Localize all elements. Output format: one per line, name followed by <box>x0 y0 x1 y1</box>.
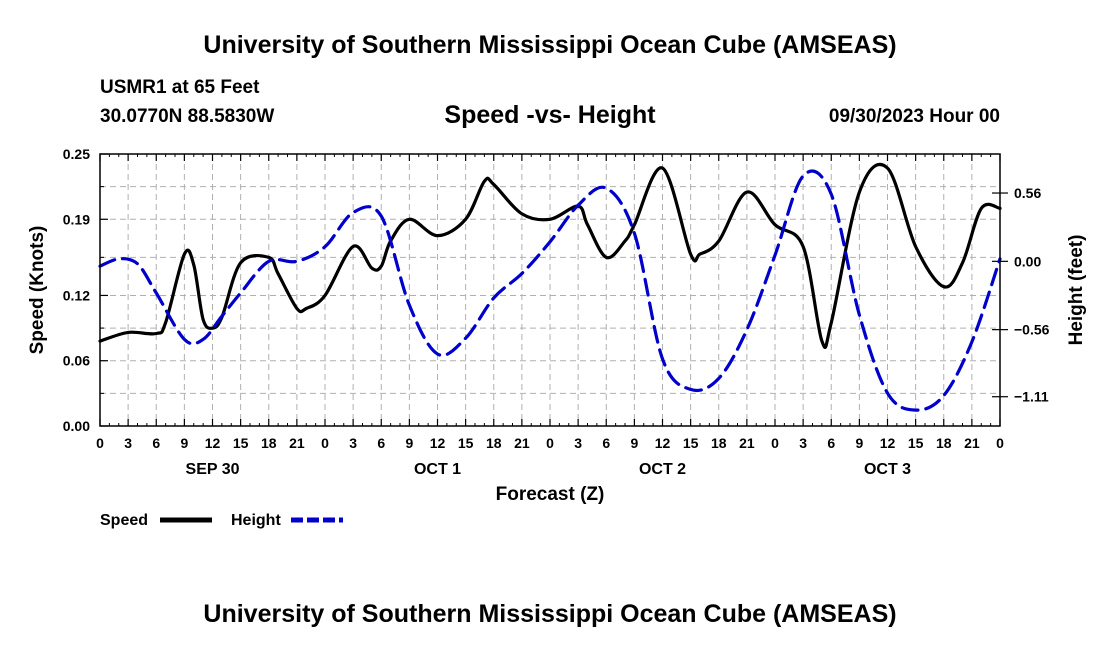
forecast-datetime: 09/30/2023 Hour 00 <box>828 106 1000 127</box>
x-tick-label: 18 <box>261 435 277 451</box>
y2-tick-label: 0.56 <box>1014 185 1041 201</box>
x-tick-label: 9 <box>630 435 638 451</box>
x-tick-label: 6 <box>602 435 610 451</box>
x-tick-label: 21 <box>289 435 305 451</box>
height-series-line <box>98 169 1002 412</box>
station-name: USMR1 at 65 Feet <box>100 77 260 98</box>
x-tick-label: 18 <box>936 435 952 451</box>
x-tick-label: 0 <box>321 435 329 451</box>
plot-frame <box>99 153 1001 427</box>
y-tick-label: 0.06 <box>63 353 90 369</box>
x-tick-label: 15 <box>683 435 699 451</box>
x-tick-label: 15 <box>233 435 249 451</box>
x-tick-label: 3 <box>124 435 132 451</box>
x-tick-label: 15 <box>458 435 474 451</box>
day-label: SEP 30 <box>186 461 240 478</box>
y2-axis-title: Height (feet) <box>1066 235 1087 346</box>
y-tick-label: 0.19 <box>63 211 90 227</box>
x-tick-label: 0 <box>96 435 104 451</box>
x-axis-title: Forecast (Z) <box>496 484 605 505</box>
y2-tick-label: 0.00 <box>1014 253 1041 269</box>
x-tick-label: 0 <box>546 435 554 451</box>
day-label: OCT 3 <box>864 461 911 478</box>
grid-lines <box>100 154 1000 426</box>
x-tick-label: 12 <box>655 435 671 451</box>
x-tick-label: 21 <box>739 435 755 451</box>
y2-tick-label: −0.56 <box>1014 322 1050 338</box>
x-tick-label: 0 <box>996 435 1004 451</box>
station-coordinates: 30.0770N 88.5830W <box>100 106 275 127</box>
x-tick-label: 12 <box>430 435 446 451</box>
x-tick-label: 6 <box>152 435 160 451</box>
speed-series-line <box>98 162 1002 349</box>
x-tick-label: 21 <box>964 435 980 451</box>
legend-height-label: Height <box>231 512 281 529</box>
x-tick-label: 12 <box>880 435 896 451</box>
axis-ticks <box>99 153 1008 427</box>
legend: Speed Height <box>100 512 343 529</box>
day-label: OCT 1 <box>414 461 461 478</box>
y2-tick-label: −1.11 <box>1014 389 1049 405</box>
x-tick-label: 18 <box>711 435 727 451</box>
series-lines <box>98 162 1002 412</box>
x-tick-label: 9 <box>405 435 413 451</box>
y-tick-label: 0.12 <box>63 287 90 303</box>
x-tick-label: 6 <box>827 435 835 451</box>
bottom-title: University of Southern Mississippi Ocean… <box>203 600 897 628</box>
chart-subtitle: Speed -vs- Height <box>444 101 656 129</box>
x-tick-label: 0 <box>771 435 779 451</box>
y-axis-title: Speed (Knots) <box>27 226 48 355</box>
y-tick-label: 0.00 <box>63 418 90 434</box>
day-label: OCT 2 <box>639 461 686 478</box>
x-tick-label: 9 <box>855 435 863 451</box>
top-title: University of Southern Mississippi Ocean… <box>203 31 897 59</box>
x-tick-label: 21 <box>514 435 530 451</box>
x-tick-label: 3 <box>349 435 357 451</box>
x-tick-label: 15 <box>908 435 924 451</box>
x-tick-label: 6 <box>377 435 385 451</box>
x-tick-label: 3 <box>574 435 582 451</box>
x-tick-label: 18 <box>486 435 502 451</box>
x-tick-label: 3 <box>799 435 807 451</box>
axis-labels: 0 3 6 9 12 15 18 21 0 3 6 9 12 15 18 21 0 3 6 9 12 15 18 21 0 3 6 9… <box>63 146 1050 478</box>
x-tick-label: 9 <box>180 435 188 451</box>
y-tick-label: 0.25 <box>63 146 90 162</box>
legend-speed-label: Speed <box>100 512 148 529</box>
x-tick-label: 12 <box>205 435 221 451</box>
